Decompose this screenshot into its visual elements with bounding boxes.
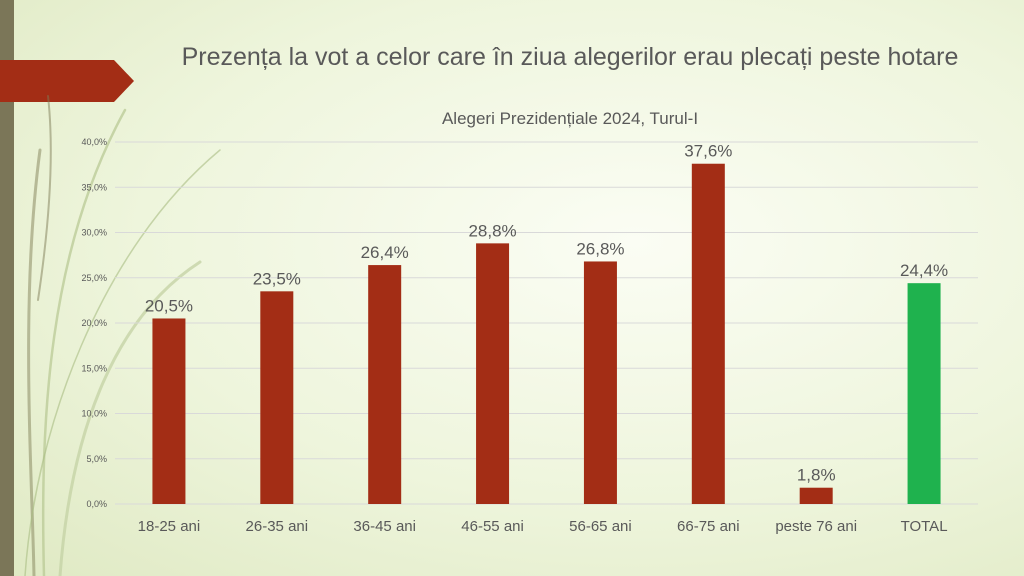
decorative-swooshes	[24, 95, 221, 576]
x-tick-label: 66-75 ani	[677, 518, 740, 535]
bar	[799, 487, 833, 504]
chart-labels: 0,0% 5,0% 10,0% 15,0% 20,0% 25,0% 30,0% 35,0% 40…	[81, 137, 948, 535]
swoosh-4	[24, 149, 221, 576]
x-tick-label: peste 76 ani	[775, 518, 857, 535]
data-label: 28,8%	[468, 221, 516, 240]
swoosh-2	[27, 148, 42, 576]
y-tick-label: 15,0%	[81, 363, 107, 373]
y-tick-label: 0,0%	[86, 499, 107, 509]
data-label: 23,5%	[253, 269, 301, 288]
swoosh-3	[58, 260, 202, 576]
chart-bars	[152, 163, 941, 505]
data-label: 1,8%	[797, 466, 836, 485]
y-tick-label: 40,0%	[81, 137, 107, 147]
x-tick-label: 18-25 ani	[138, 518, 201, 535]
swoosh-1	[41, 108, 127, 576]
x-tick-label: TOTAL	[901, 518, 948, 535]
bar	[691, 163, 725, 504]
y-tick-label: 30,0%	[81, 228, 107, 238]
y-tick-label: 35,0%	[81, 182, 107, 192]
bar	[907, 283, 941, 504]
bar	[476, 243, 510, 505]
bar	[368, 265, 402, 504]
x-tick-label: 46-55 ani	[461, 518, 524, 535]
bar	[583, 261, 617, 504]
data-label: 37,6%	[684, 142, 732, 161]
x-tick-label: 56-65 ani	[569, 518, 632, 535]
chart-title: Prezența la vot a celor care în ziua ale…	[181, 43, 959, 71]
data-label: 26,4%	[361, 243, 409, 262]
data-label: 20,5%	[145, 296, 193, 315]
data-label: 24,4%	[900, 261, 948, 280]
y-tick-label: 5,0%	[86, 454, 107, 464]
data-label: 26,8%	[576, 239, 624, 258]
chart-grid	[115, 141, 978, 505]
x-tick-label: 36-45 ani	[353, 518, 416, 535]
x-tick-label: 26-35 ani	[246, 518, 309, 535]
bar	[152, 318, 186, 504]
side-bar	[0, 0, 14, 576]
y-tick-label: 10,0%	[81, 409, 107, 419]
chart-subtitle: Alegeri Prezidențiale 2024, Turul-I	[441, 109, 699, 128]
bar	[260, 291, 294, 504]
y-tick-label: 25,0%	[81, 273, 107, 283]
accent-arrow	[0, 60, 134, 102]
y-tick-label: 20,0%	[81, 318, 107, 328]
swoosh-5	[37, 95, 52, 301]
